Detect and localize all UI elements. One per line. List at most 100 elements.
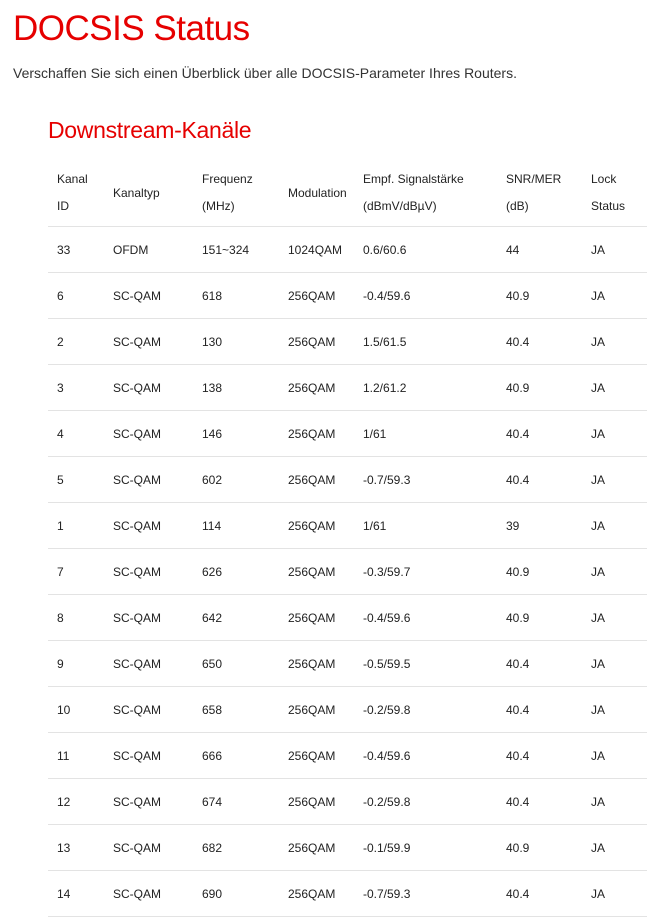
column-header: Modulation: [279, 160, 354, 227]
table-row: 9 SC-QAM 650 256QAM -0.5/59.5 40.4 JA: [48, 640, 647, 687]
table-cell: 256QAM: [279, 502, 354, 549]
table-cell: 146: [193, 410, 279, 457]
table-cell: 256QAM: [279, 870, 354, 917]
page-title: DOCSIS Status: [13, 9, 250, 48]
table-cell: 40.4: [497, 778, 582, 825]
table-cell: 40.9: [497, 272, 582, 319]
table-cell: 256QAM: [279, 456, 354, 503]
table-cell: 256QAM: [279, 364, 354, 411]
table-cell: 1: [48, 502, 104, 549]
table-cell: SC-QAM: [104, 318, 193, 365]
table-cell: -0.4/59.6: [354, 594, 497, 641]
table-cell: 10: [48, 686, 104, 733]
table-row: 2 SC-QAM 130 256QAM 1.5/61.5 40.4 JA: [48, 318, 647, 365]
table-cell: 40.4: [497, 732, 582, 779]
table-cell: 1024QAM: [279, 226, 354, 273]
table-cell: 40.9: [497, 824, 582, 871]
table-cell: 256QAM: [279, 640, 354, 687]
table-cell: JA: [582, 226, 647, 273]
table-cell: 690: [193, 870, 279, 917]
table-cell: JA: [582, 732, 647, 779]
table-cell: SC-QAM: [104, 870, 193, 917]
table-cell: 650: [193, 640, 279, 687]
table-cell: 682: [193, 824, 279, 871]
table-cell: 33: [48, 226, 104, 273]
table-cell: 256QAM: [279, 272, 354, 319]
table-cell: 658: [193, 686, 279, 733]
table-cell: 40.9: [497, 364, 582, 411]
table-cell: JA: [582, 686, 647, 733]
table-cell: 602: [193, 456, 279, 503]
table-cell: 40.9: [497, 594, 582, 641]
table-cell: 40.4: [497, 640, 582, 687]
table-row: 8 SC-QAM 642 256QAM -0.4/59.6 40.9 JA: [48, 594, 647, 641]
table-cell: 0.6/60.6: [354, 226, 497, 273]
table-row: 10 SC-QAM 658 256QAM -0.2/59.8 40.4 JA: [48, 686, 647, 733]
table-cell: 256QAM: [279, 410, 354, 457]
table-cell: 256QAM: [279, 548, 354, 595]
table-row: 14 SC-QAM 690 256QAM -0.7/59.3 40.4 JA: [48, 870, 647, 917]
table-row: 1 SC-QAM 114 256QAM 1/61 39 JA: [48, 502, 647, 549]
table-cell: JA: [582, 364, 647, 411]
table-cell: 40.4: [497, 456, 582, 503]
table-cell: 13: [48, 824, 104, 871]
table-cell: SC-QAM: [104, 272, 193, 319]
table-cell: 130: [193, 318, 279, 365]
column-header: Frequenz (MHz): [193, 160, 279, 227]
table-cell: 1.2/61.2: [354, 364, 497, 411]
table-cell: -0.4/59.6: [354, 272, 497, 319]
table-cell: 39: [497, 502, 582, 549]
column-header: Kanal ID: [48, 160, 104, 227]
table-cell: -0.7/59.3: [354, 870, 497, 917]
table-cell: 7: [48, 548, 104, 595]
table-cell: OFDM: [104, 226, 193, 273]
table-cell: SC-QAM: [104, 686, 193, 733]
header-text: (dBmV/dBµV): [363, 199, 437, 213]
table-cell: SC-QAM: [104, 548, 193, 595]
table-cell: -0.7/59.3: [354, 456, 497, 503]
table-cell: 114: [193, 502, 279, 549]
table-cell: JA: [582, 272, 647, 319]
table-cell: JA: [582, 502, 647, 549]
table-row: 11 SC-QAM 666 256QAM -0.4/59.6 40.4 JA: [48, 732, 647, 779]
table-cell: -0.2/59.8: [354, 778, 497, 825]
table-cell: JA: [582, 824, 647, 871]
table-row: 12 SC-QAM 674 256QAM -0.2/59.8 40.4 JA: [48, 778, 647, 825]
table-cell: 256QAM: [279, 824, 354, 871]
table-cell: JA: [582, 318, 647, 365]
table-cell: 618: [193, 272, 279, 319]
table-body: 33 OFDM 151~324 1024QAM 0.6/60.6 44 JA 6 SC-QAM 6…: [48, 226, 647, 917]
table-cell: JA: [582, 640, 647, 687]
table-cell: 1/61: [354, 410, 497, 457]
header-text: (dB): [506, 199, 529, 213]
section-title: Downstream-Kanäle: [48, 117, 252, 143]
table-cell: -0.4/59.6: [354, 732, 497, 779]
table-cell: SC-QAM: [104, 640, 193, 687]
header-text: Empf. Signalstärke: [363, 172, 464, 186]
table-cell: SC-QAM: [104, 824, 193, 871]
table-cell: 8: [48, 594, 104, 641]
table-cell: 256QAM: [279, 778, 354, 825]
table-cell: 674: [193, 778, 279, 825]
column-header: Lock Status: [582, 160, 647, 227]
table-cell: 14: [48, 870, 104, 917]
header-text: Modulation: [288, 185, 347, 200]
table-cell: -0.5/59.5: [354, 640, 497, 687]
table-cell: 138: [193, 364, 279, 411]
header-text: Kanaltyp: [113, 185, 160, 200]
table-cell: 1.5/61.5: [354, 318, 497, 365]
table-cell: SC-QAM: [104, 410, 193, 457]
table-cell: SC-QAM: [104, 594, 193, 641]
table-cell: 256QAM: [279, 732, 354, 779]
table-cell: 666: [193, 732, 279, 779]
table-cell: -0.3/59.7: [354, 548, 497, 595]
table-cell: 1/61: [354, 502, 497, 549]
header-text: Status: [591, 199, 626, 213]
table-row: 3 SC-QAM 138 256QAM 1.2/61.2 40.9 JA: [48, 364, 647, 411]
table-cell: 44: [497, 226, 582, 273]
table-cell: 40.4: [497, 318, 582, 365]
table-cell: SC-QAM: [104, 732, 193, 779]
header-text: (MHz): [202, 199, 235, 213]
table-cell: 626: [193, 548, 279, 595]
table-cell: 642: [193, 594, 279, 641]
